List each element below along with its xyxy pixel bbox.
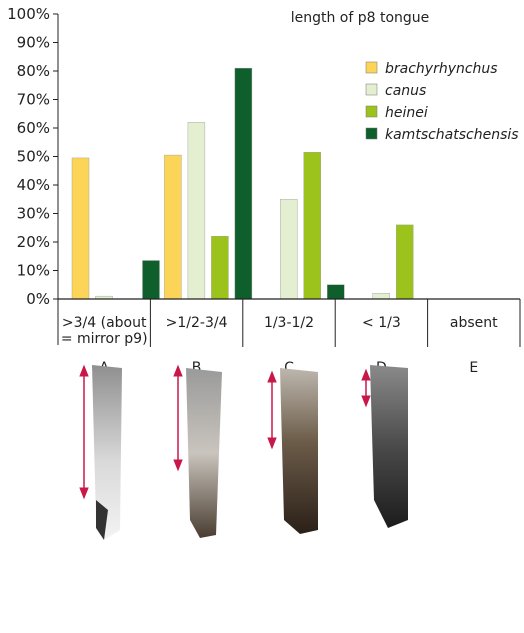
bar-kamtschatschensis-B	[234, 67, 253, 300]
arrow-b	[173, 364, 183, 472]
bar-canus-D	[372, 293, 390, 300]
y-tick-label: 30%	[17, 205, 50, 223]
bar-brachyrhynchus-B	[164, 154, 182, 300]
arrow-d	[361, 368, 371, 408]
category-label: < 1/3	[362, 315, 401, 331]
y-tick-label: 40%	[17, 176, 50, 194]
legend-label-brachyrhynchus: brachyrhynchus	[385, 61, 498, 77]
y-axis: 0% 10% 20% 30% 40% 50% 60% 70% 80% 90% 100%	[7, 5, 59, 308]
bar-canus-B	[187, 122, 206, 300]
chart-title: length of p8 tongue	[291, 10, 430, 26]
y-tick-label: 70%	[17, 91, 50, 109]
category-label: >1/2-3/4	[166, 315, 228, 331]
feather-illustration-b	[186, 368, 222, 538]
feather-illustration-d	[370, 365, 408, 528]
category-label: >3/4 (about	[62, 315, 147, 331]
legend-label-canus: canus	[385, 83, 426, 99]
bar-heinei-B	[211, 236, 229, 300]
bar-brachyrhynchus-A	[71, 157, 90, 300]
y-tick-label: 100%	[7, 5, 50, 23]
arrow-a	[79, 364, 89, 500]
y-tick-label: 20%	[17, 233, 50, 251]
arrow-c	[267, 370, 277, 450]
y-tick-label: 60%	[17, 119, 50, 137]
category-letter: E	[469, 360, 478, 376]
category-letter: B	[192, 360, 202, 376]
legend-swatch-brachyrhynchus	[365, 61, 378, 74]
legend-label-kamtschatschensis: kamtschatschensis	[385, 127, 519, 143]
category-label: 1/3-1/2	[264, 315, 314, 331]
bar-heinei-C	[303, 152, 321, 300]
category-label: = mirror p9)	[61, 331, 148, 347]
feather-illustration-c	[280, 368, 318, 534]
category-label: absent	[450, 315, 498, 331]
legend-swatch-kamtschatschensis	[365, 127, 378, 140]
y-tick-label: 80%	[17, 62, 50, 80]
legend-swatch-canus	[365, 83, 378, 96]
legend: brachyrhynchus canus heinei kamtschatschens…	[365, 61, 519, 143]
bars-group	[71, 67, 414, 300]
legend-label-heinei: heinei	[385, 105, 428, 121]
y-tick-label: 90%	[17, 34, 50, 52]
category-letter: C	[284, 360, 294, 376]
bar-kamtschatschensis-A	[142, 260, 160, 300]
bar-canus-C	[280, 199, 298, 300]
y-tick-label: 50%	[17, 148, 50, 166]
x-axis: >3/4 (about= mirror p9)A>1/2-3/4B1/3-1/2…	[57, 298, 521, 376]
bar-heinei-D	[396, 224, 414, 300]
feather-illustration-a	[92, 365, 122, 540]
y-tick-label: 10%	[17, 262, 50, 280]
bar-kamtschatschensis-C	[327, 284, 345, 300]
y-tick-label: 0%	[26, 290, 50, 308]
legend-swatch-heinei	[365, 105, 378, 118]
